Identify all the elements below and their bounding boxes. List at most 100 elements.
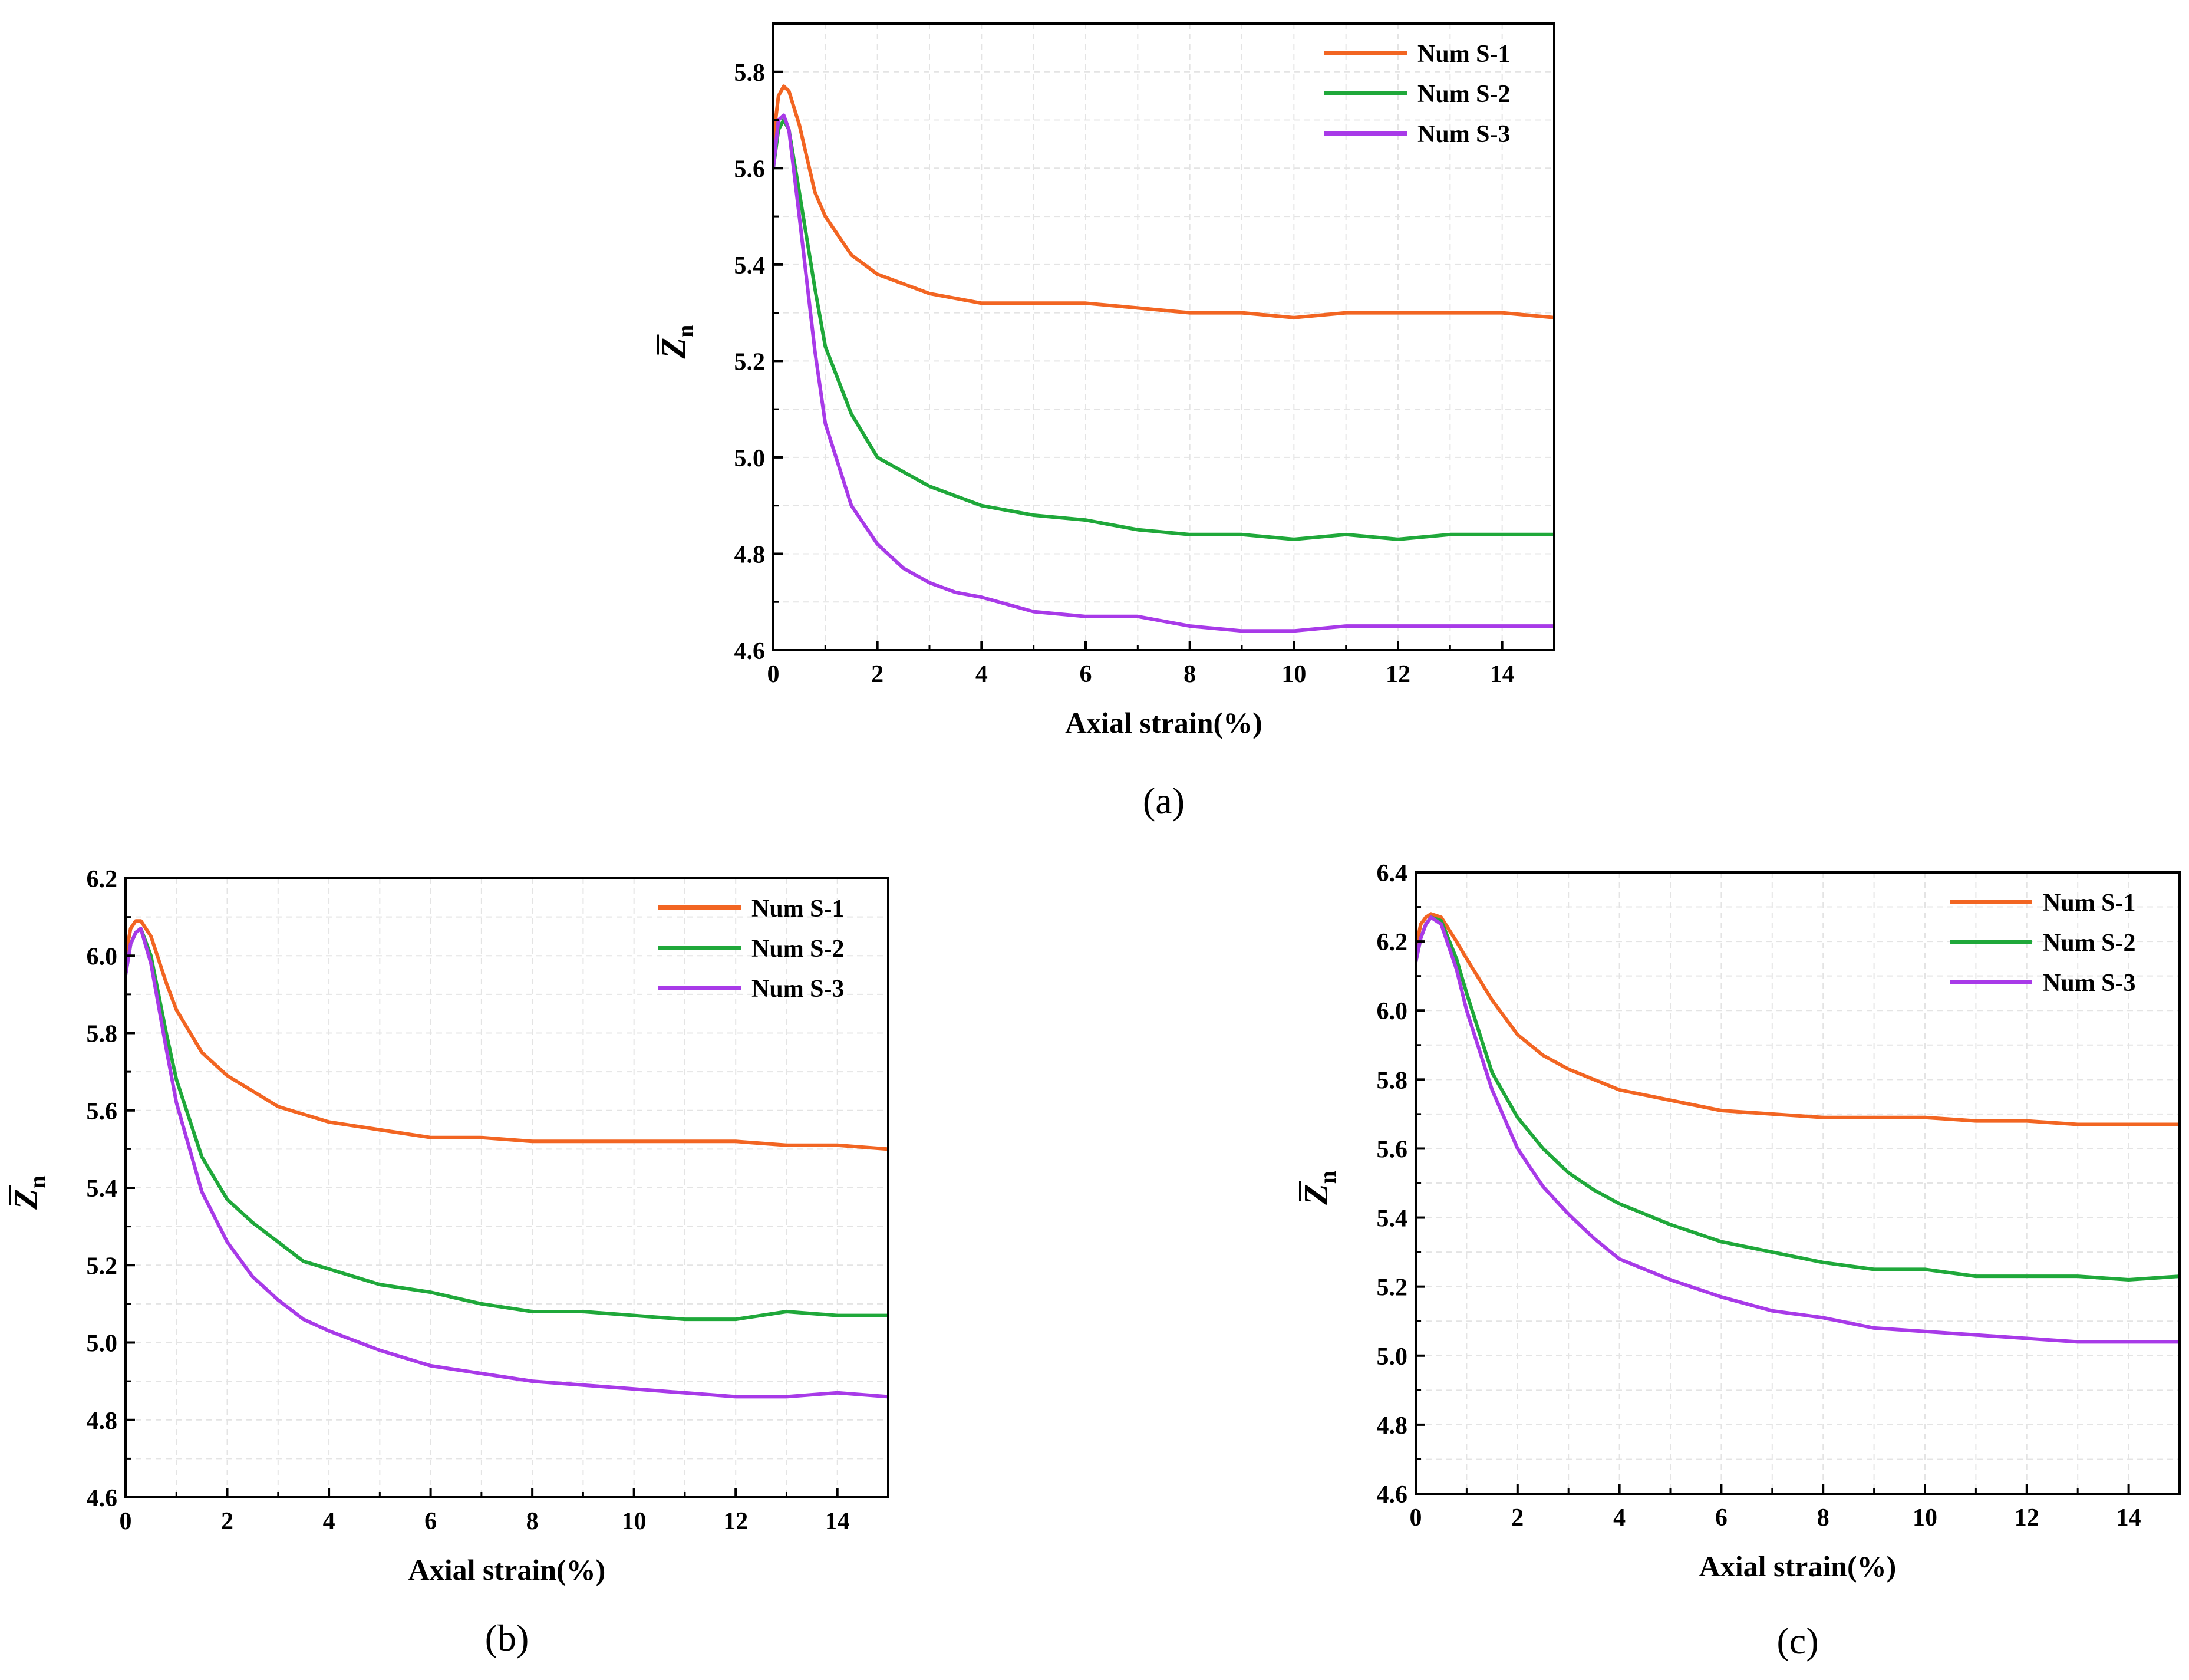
x-tick-label: 10: [1281, 661, 1306, 688]
y-axis: 4.6 4.8 5.0 5.2 5.4 5.6 5.8 6.0 6.2: [87, 866, 135, 1512]
legend-label-num-s-1: Num S-1: [2043, 890, 2136, 917]
series-line-num-s-3: [1416, 915, 2180, 1344]
y-tick-label: 5.2: [87, 1253, 118, 1280]
y-axis-title-subscript: n: [24, 1175, 51, 1188]
legend: Num S-1 Num S-2 Num S-3: [1324, 41, 1511, 148]
gridlines: [1416, 872, 2180, 1494]
legend: Num S-1 Num S-2 Num S-3: [1950, 890, 2136, 997]
x-axis-title: Axial strain(%): [1065, 706, 1262, 739]
series-line-num-s-1: [1416, 912, 2180, 1126]
series-line-num-s-3: [126, 927, 888, 1399]
y-axis-title: Zn: [6, 1175, 51, 1210]
x-axis-title: Axial strain(%): [408, 1553, 606, 1586]
x-tick-label: 6: [1715, 1504, 1728, 1531]
x-tick-label: 8: [526, 1508, 539, 1535]
panel-label-close: ): [1806, 1620, 1818, 1662]
series-group: [773, 84, 1554, 633]
panel-label-open: (: [1776, 1620, 1789, 1662]
y-axis-title-main: Z: [6, 1188, 45, 1210]
y-tick-label: 6.0: [1377, 998, 1408, 1025]
x-tick-label: 10: [622, 1508, 647, 1535]
x-tick-label: 0: [767, 661, 780, 688]
y-tick-label: 5.8: [87, 1021, 118, 1048]
y-axis-title-subscript: n: [1314, 1171, 1341, 1184]
y-tick-label: 5.2: [734, 348, 766, 375]
legend-label-num-s-3: Num S-3: [751, 976, 845, 1003]
series-line-num-s-1: [773, 84, 1554, 319]
y-tick-label: 4.6: [734, 638, 766, 665]
x-tick-label: 4: [323, 1508, 335, 1535]
x-tick-label: 14: [825, 1508, 850, 1535]
panel-c: 0 2 4 6 8 10 12 14 4.6 4.8 5.0 5.2 5.4 5.6 5.8 6.0 6.2 6.…: [1297, 860, 2181, 1662]
legend-label-num-s-1: Num S-1: [751, 895, 845, 923]
y-axis-title-text: Zn: [1297, 1171, 1341, 1205]
series-line-num-s-2: [1416, 915, 2180, 1282]
y-tick-label: 5.8: [734, 60, 766, 87]
plot-frame: [772, 22, 1555, 651]
y-tick-label: 5.0: [734, 445, 766, 472]
x-tick-label: 0: [120, 1508, 132, 1535]
y-axis: 4.6 4.8 5.0 5.2 5.4 5.6 5.8 6.0 6.2 6.4: [1377, 860, 1425, 1508]
y-axis-title-subscript: n: [672, 325, 698, 338]
y-axis-title-text: Zn: [6, 1175, 51, 1210]
panel-label-letter: a: [1155, 780, 1172, 822]
legend-label-num-s-1: Num S-1: [1417, 41, 1511, 68]
y-tick-label: 4.8: [734, 541, 766, 568]
panel-label-open: (: [1143, 780, 1155, 822]
y-axis-title: Zn: [654, 325, 698, 360]
panel-label-letter: c: [1789, 1620, 1806, 1662]
y-axis-title-main: Z: [1297, 1184, 1335, 1205]
series-line-num-s-3: [773, 113, 1554, 633]
y-tick-label: 6.2: [87, 866, 118, 893]
gridlines: [126, 878, 888, 1497]
x-tick-label: 14: [1490, 661, 1515, 688]
x-tick-label: 2: [871, 661, 883, 688]
panel-label-letter: b: [497, 1617, 516, 1659]
y-tick-label: 5.0: [1377, 1343, 1408, 1371]
series-group: [126, 919, 888, 1399]
x-tick-label: 2: [221, 1508, 233, 1535]
x-tick-label: 8: [1817, 1504, 1829, 1531]
legend-label-num-s-3: Num S-3: [1417, 121, 1511, 148]
y-tick-label: 6.0: [87, 943, 118, 970]
x-tick-label: 0: [1410, 1504, 1422, 1531]
series-line-num-s-1: [126, 919, 888, 1151]
panel-label-open: (: [485, 1617, 497, 1659]
y-tick-label: 5.6: [1377, 1136, 1408, 1163]
y-tick-label: 5.8: [1377, 1067, 1408, 1094]
x-tick-label: 14: [2117, 1504, 2141, 1531]
y-axis-title: Zn: [1297, 1171, 1341, 1205]
panel-b: 0 2 4 6 8 10 12 14 4.6 4.8 5.0 5.2 5.4 5.6 5.8 6.0 6.2 Ax…: [6, 866, 889, 1659]
y-tick-label: 6.2: [1377, 929, 1408, 956]
series-line-num-s-2: [773, 118, 1554, 541]
x-axis: 0 2 4 6 8 10 12 14: [1410, 1484, 2141, 1531]
y-tick-label: 5.2: [1377, 1274, 1408, 1302]
x-tick-label: 6: [424, 1508, 437, 1535]
x-tick-label: 10: [1913, 1504, 1937, 1531]
legend: Num S-1 Num S-2 Num S-3: [658, 895, 845, 1003]
x-tick-label: 4: [1613, 1504, 1626, 1531]
legend-label-num-s-2: Num S-2: [751, 935, 845, 963]
panel-label: (b): [485, 1617, 529, 1659]
y-axis-title-text: Zn: [654, 325, 698, 360]
x-tick-label: 8: [1183, 661, 1196, 688]
y-tick-label: 4.8: [87, 1408, 118, 1435]
panel-label: (c): [1776, 1620, 1818, 1662]
series-group: [1416, 912, 2180, 1344]
y-tick-label: 4.6: [87, 1485, 118, 1512]
gridlines: [773, 24, 1554, 650]
x-tick-label: 6: [1080, 661, 1092, 688]
panel-a: 0 2 4 6 8 10 12 14 4.6 4.8 5.0 5.2 5.4 5.6 5.8 Axial st…: [654, 22, 1555, 822]
y-tick-label: 6.4: [1377, 860, 1408, 887]
y-tick-label: 5.6: [87, 1098, 118, 1125]
y-axis: 4.6 4.8 5.0 5.2 5.4 5.6 5.8: [734, 60, 783, 665]
x-axis-title: Axial strain(%): [1699, 1550, 1897, 1583]
legend-label-num-s-2: Num S-2: [2043, 930, 2136, 957]
legend-label-num-s-2: Num S-2: [1417, 81, 1511, 108]
y-axis-title-main: Z: [654, 338, 693, 359]
x-tick-label: 12: [2015, 1504, 2039, 1531]
y-tick-label: 5.0: [87, 1330, 118, 1358]
y-tick-label: 4.8: [1377, 1412, 1408, 1439]
y-tick-label: 5.4: [734, 252, 766, 279]
